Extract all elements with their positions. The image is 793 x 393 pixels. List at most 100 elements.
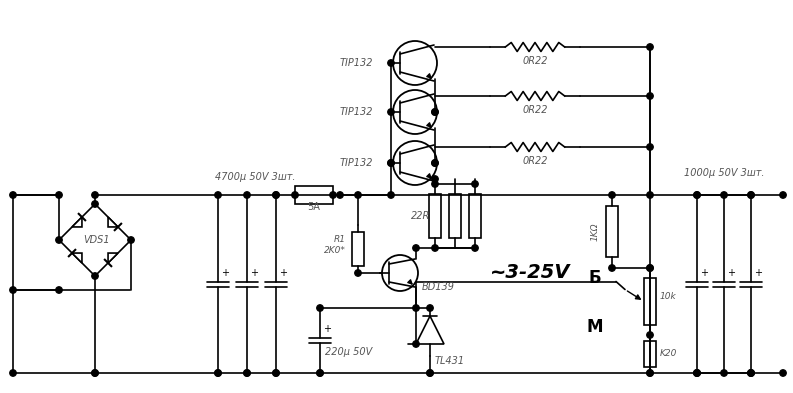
Text: TIP132: TIP132 xyxy=(340,107,374,117)
Circle shape xyxy=(432,176,439,182)
Circle shape xyxy=(56,192,62,198)
Text: 22R: 22R xyxy=(411,211,430,221)
Circle shape xyxy=(215,192,221,198)
Text: +: + xyxy=(700,268,708,277)
Circle shape xyxy=(215,370,221,376)
Circle shape xyxy=(10,370,16,376)
Circle shape xyxy=(56,237,62,243)
Text: 10k: 10k xyxy=(660,292,676,301)
Circle shape xyxy=(273,370,279,376)
Circle shape xyxy=(354,270,361,276)
Bar xyxy=(295,186,333,204)
Circle shape xyxy=(647,370,653,376)
Circle shape xyxy=(316,305,324,311)
Circle shape xyxy=(694,370,700,376)
Circle shape xyxy=(694,370,700,376)
Bar xyxy=(644,278,656,325)
Circle shape xyxy=(92,201,98,207)
Text: 5A: 5A xyxy=(308,202,320,212)
Circle shape xyxy=(647,144,653,150)
Circle shape xyxy=(273,370,279,376)
Circle shape xyxy=(56,287,62,293)
Circle shape xyxy=(432,160,439,166)
Bar xyxy=(469,194,481,239)
Circle shape xyxy=(243,370,251,376)
Circle shape xyxy=(432,109,439,115)
Circle shape xyxy=(215,370,221,376)
Circle shape xyxy=(472,245,478,251)
Text: 0R22: 0R22 xyxy=(523,156,548,166)
Text: +: + xyxy=(221,268,229,277)
Circle shape xyxy=(316,370,324,376)
Circle shape xyxy=(647,44,653,50)
Circle shape xyxy=(292,192,298,198)
Circle shape xyxy=(647,93,653,99)
Circle shape xyxy=(647,265,653,271)
Text: TL431: TL431 xyxy=(435,356,465,366)
Text: 220μ 50V: 220μ 50V xyxy=(325,347,372,357)
Circle shape xyxy=(10,192,16,198)
Circle shape xyxy=(721,192,727,198)
Circle shape xyxy=(92,273,98,279)
Text: 1KΩ: 1KΩ xyxy=(591,222,600,241)
Circle shape xyxy=(647,265,653,271)
Circle shape xyxy=(647,332,653,338)
Bar xyxy=(429,194,441,239)
Circle shape xyxy=(92,370,98,376)
Circle shape xyxy=(92,370,98,376)
Text: М: М xyxy=(587,318,603,336)
Circle shape xyxy=(647,370,653,376)
Polygon shape xyxy=(108,253,118,263)
Circle shape xyxy=(316,370,324,376)
Circle shape xyxy=(609,192,615,198)
Text: +: + xyxy=(250,268,258,277)
Text: +: + xyxy=(279,268,287,277)
Circle shape xyxy=(748,370,754,376)
Circle shape xyxy=(748,370,754,376)
Bar xyxy=(644,341,656,367)
Circle shape xyxy=(748,370,754,376)
Circle shape xyxy=(432,245,439,251)
Circle shape xyxy=(647,192,653,198)
Circle shape xyxy=(609,265,615,271)
Circle shape xyxy=(748,192,754,198)
Circle shape xyxy=(413,245,419,251)
Text: K20: K20 xyxy=(660,349,677,358)
Circle shape xyxy=(780,192,786,198)
Circle shape xyxy=(92,192,98,198)
Circle shape xyxy=(427,370,433,376)
Text: TIP132: TIP132 xyxy=(340,158,374,168)
Circle shape xyxy=(354,192,361,198)
Circle shape xyxy=(330,192,336,198)
Text: +: + xyxy=(754,268,762,277)
Text: +: + xyxy=(727,268,735,277)
Circle shape xyxy=(780,370,786,376)
Circle shape xyxy=(128,237,134,243)
Circle shape xyxy=(694,192,700,198)
Circle shape xyxy=(721,370,727,376)
Text: 1000μ 50V 3шт.: 1000μ 50V 3шт. xyxy=(684,168,764,178)
Circle shape xyxy=(388,109,394,115)
Text: 0R22: 0R22 xyxy=(523,56,548,66)
Text: 4700μ 50V 3шт.: 4700μ 50V 3шт. xyxy=(215,172,295,182)
Text: VDS1: VDS1 xyxy=(84,235,110,245)
Text: BD139: BD139 xyxy=(422,282,455,292)
Circle shape xyxy=(427,370,433,376)
Circle shape xyxy=(694,370,700,376)
Text: 0R22: 0R22 xyxy=(523,105,548,115)
Polygon shape xyxy=(72,217,82,227)
Bar xyxy=(449,194,461,239)
Circle shape xyxy=(694,192,700,198)
Circle shape xyxy=(388,160,394,166)
Circle shape xyxy=(432,181,439,187)
Circle shape xyxy=(10,287,16,293)
Circle shape xyxy=(413,341,419,347)
Circle shape xyxy=(427,305,433,311)
Circle shape xyxy=(243,192,251,198)
Circle shape xyxy=(273,192,279,198)
Circle shape xyxy=(273,192,279,198)
Circle shape xyxy=(432,160,439,166)
Text: +: + xyxy=(323,324,331,334)
Text: Б: Б xyxy=(588,269,601,287)
Circle shape xyxy=(337,192,343,198)
